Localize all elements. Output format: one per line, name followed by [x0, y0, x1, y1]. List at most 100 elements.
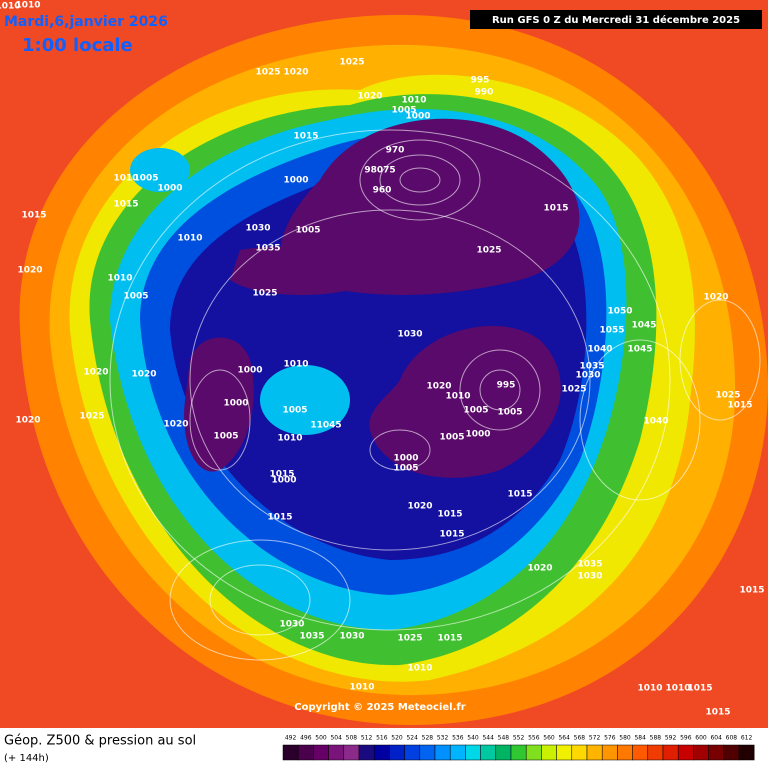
- isobar-labels: 1010101510251020102510209959901010100510…: [0, 1, 765, 718]
- isobar-label: 1000: [223, 399, 248, 409]
- scale-swatch: [632, 744, 649, 761]
- isobar-label: 1035: [255, 244, 280, 254]
- isobar-label: 1005: [282, 406, 307, 416]
- scale-label: 500: [315, 735, 327, 742]
- isobar-label: 990: [475, 88, 494, 98]
- isobar-label: 1025: [252, 289, 277, 299]
- isobar-label: 1005: [295, 226, 320, 236]
- isobar-label: 1015: [687, 684, 712, 694]
- scale-swatch: [723, 744, 740, 761]
- scale-swatch: [358, 744, 375, 761]
- scale-label: 580: [619, 735, 631, 742]
- isobar-label: 1000: [271, 476, 296, 486]
- isobar-label: 1040: [643, 417, 668, 427]
- isobar-label: 1005: [439, 433, 464, 443]
- map-date: Mardi,6,janvier 2026: [4, 14, 168, 30]
- isobar-label: 1020: [83, 368, 108, 378]
- isobar-label: 960: [373, 186, 392, 196]
- isobar-label: 1025: [255, 68, 280, 78]
- scale-label: 524: [406, 735, 418, 742]
- isobar-label: 1000: [237, 366, 262, 376]
- scale-swatch: [389, 744, 405, 761]
- scale-label: 504: [330, 735, 342, 742]
- isobar-label: 1020: [426, 382, 451, 392]
- scale-label: 600: [695, 735, 707, 742]
- isobar-label: 1020: [407, 502, 432, 512]
- scale-swatch: [662, 744, 679, 761]
- isobar-label: 1025: [339, 58, 364, 68]
- run-info: Run GFS 0 Z du Mercredi 31 décembre 2025: [492, 14, 740, 26]
- isobar-label: 1010: [107, 274, 132, 284]
- isobar-label: 1030: [279, 620, 304, 630]
- isobar-label: 1010: [277, 434, 302, 444]
- isobar-label: 1015: [739, 586, 764, 596]
- isobar-label: 1025: [79, 412, 104, 422]
- isobars: [109, 129, 761, 661]
- isobar-label: 1030: [575, 371, 600, 381]
- scale-swatch: [404, 744, 421, 761]
- isobar-label: 1020: [15, 416, 40, 426]
- scale-label: 612: [741, 735, 753, 742]
- isobar-label: 1015: [267, 513, 292, 523]
- isobar-label: 1010: [283, 360, 308, 370]
- isobar-label: 1005: [497, 408, 522, 418]
- scale-label: 548: [498, 735, 510, 742]
- isobar-label: 1010: [445, 392, 470, 402]
- scale-label: 540: [467, 735, 479, 742]
- isobar-label: 1040: [587, 345, 612, 355]
- isobar-label: 995: [471, 76, 490, 86]
- isobar-label: 1030: [397, 330, 422, 340]
- isobar-label: 1015: [437, 510, 462, 520]
- isobar-label: 1015: [269, 470, 294, 480]
- isobar-label: 1050: [607, 307, 632, 317]
- isobar-label: 1000: [283, 176, 308, 186]
- scale-swatch: [465, 744, 481, 761]
- isobar-label: 1000: [405, 112, 430, 122]
- scale-swatch: [373, 744, 390, 761]
- scale-label: 544: [482, 735, 494, 742]
- scale-swatch: [328, 744, 345, 761]
- isobar-label: 995: [497, 381, 516, 391]
- isobar-label: 1015: [437, 634, 462, 644]
- scale-swatch: [343, 744, 360, 761]
- scale-label: 596: [680, 735, 692, 742]
- scale-swatch: [419, 744, 436, 761]
- isobar-label: 1015: [507, 490, 532, 500]
- isobar-label: 1010: [349, 683, 374, 693]
- scale-label: 496: [300, 735, 312, 742]
- isobar-label: 1020: [163, 420, 188, 430]
- color-scale: 492 496 500 504 508 512 516 520 524 528 532 536 540 5…: [282, 735, 755, 761]
- scale-label: 536: [452, 735, 464, 742]
- scale-label: 520: [391, 735, 403, 742]
- scale-swatch: [586, 744, 603, 761]
- scale-label: 608: [726, 735, 738, 742]
- isobar-label: 1025: [715, 391, 740, 401]
- scale-label: 560: [543, 735, 555, 742]
- scale-swatch: [525, 744, 542, 761]
- scale-swatch: [297, 744, 314, 761]
- scale-label: 584: [634, 735, 646, 742]
- scale-label: 512: [361, 735, 373, 742]
- scale-label: 572: [589, 735, 601, 742]
- scale-label: 532: [437, 735, 449, 742]
- isobar-label: 1010: [637, 684, 662, 694]
- scale-swatch: [738, 744, 755, 761]
- isobar-label: 1030: [339, 632, 364, 642]
- isobar-label: 1030: [577, 572, 602, 582]
- z500-field: [19, 14, 768, 726]
- scale-swatch: [617, 744, 633, 761]
- isobar-label: 1015: [439, 530, 464, 540]
- isobar-label: 1015: [727, 401, 752, 411]
- scale-swatch: [571, 744, 588, 761]
- scale-swatch: [693, 744, 709, 761]
- isobar-label: 1015: [705, 708, 730, 718]
- scale-swatch: [647, 744, 664, 761]
- isobar-label: 1020: [131, 370, 156, 380]
- isobar-label: 1010: [177, 234, 202, 244]
- isobar-label: 1045: [631, 321, 656, 331]
- isobar-label: 1020: [357, 92, 382, 102]
- isobar-label: 1020: [17, 266, 42, 276]
- scale-label: 604: [710, 735, 722, 742]
